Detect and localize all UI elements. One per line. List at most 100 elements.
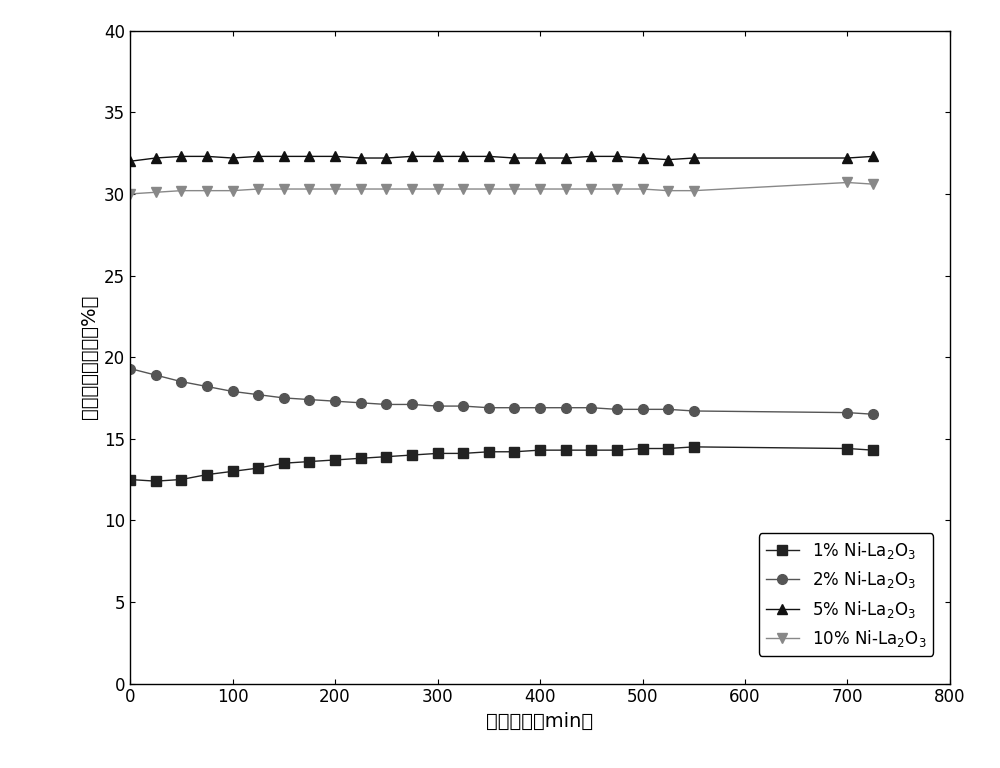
10% Ni-La$_2$O$_3$	[841, 178, 853, 187]
1% Ni-La$_2$O$_3$	[124, 475, 136, 484]
5% Ni-La$_2$O$_3$	[252, 152, 264, 161]
5% Ni-La$_2$O$_3$	[611, 152, 623, 161]
1% Ni-La$_2$O$_3$	[457, 449, 469, 458]
10% Ni-La$_2$O$_3$	[508, 184, 520, 194]
2% Ni-La$_2$O$_3$	[611, 405, 623, 414]
2% Ni-La$_2$O$_3$	[636, 405, 648, 414]
2% Ni-La$_2$O$_3$	[329, 396, 341, 406]
Legend: 1% Ni-La$_2$O$_3$, 2% Ni-La$_2$O$_3$, 5% Ni-La$_2$O$_3$, 10% Ni-La$_2$O$_3$: 1% Ni-La$_2$O$_3$, 2% Ni-La$_2$O$_3$, 5%…	[759, 533, 933, 656]
5% Ni-La$_2$O$_3$	[278, 152, 290, 161]
2% Ni-La$_2$O$_3$	[867, 409, 879, 419]
5% Ni-La$_2$O$_3$	[380, 154, 392, 163]
2% Ni-La$_2$O$_3$	[534, 403, 546, 412]
1% Ni-La$_2$O$_3$	[380, 452, 392, 462]
Line: 10% Ni-La$_2$O$_3$: 10% Ni-La$_2$O$_3$	[125, 177, 878, 199]
2% Ni-La$_2$O$_3$	[688, 406, 700, 415]
5% Ni-La$_2$O$_3$	[508, 154, 520, 163]
Y-axis label: 二氧化碳转化率（%）: 二氧化碳转化率（%）	[79, 295, 98, 419]
2% Ni-La$_2$O$_3$	[150, 370, 162, 379]
1% Ni-La$_2$O$_3$	[278, 458, 290, 468]
10% Ni-La$_2$O$_3$	[124, 189, 136, 198]
10% Ni-La$_2$O$_3$	[329, 184, 341, 194]
1% Ni-La$_2$O$_3$	[483, 447, 495, 456]
2% Ni-La$_2$O$_3$	[406, 400, 418, 409]
10% Ni-La$_2$O$_3$	[355, 184, 367, 194]
5% Ni-La$_2$O$_3$	[867, 152, 879, 161]
2% Ni-La$_2$O$_3$	[432, 402, 444, 411]
10% Ni-La$_2$O$_3$	[406, 184, 418, 194]
5% Ni-La$_2$O$_3$	[175, 152, 187, 161]
1% Ni-La$_2$O$_3$	[585, 445, 597, 455]
2% Ni-La$_2$O$_3$	[560, 403, 572, 412]
10% Ni-La$_2$O$_3$	[867, 180, 879, 189]
1% Ni-La$_2$O$_3$	[201, 470, 213, 479]
2% Ni-La$_2$O$_3$	[252, 390, 264, 399]
10% Ni-La$_2$O$_3$	[432, 184, 444, 194]
1% Ni-La$_2$O$_3$	[662, 444, 674, 453]
1% Ni-La$_2$O$_3$	[688, 442, 700, 452]
5% Ni-La$_2$O$_3$	[636, 154, 648, 163]
1% Ni-La$_2$O$_3$	[303, 457, 315, 466]
5% Ni-La$_2$O$_3$	[432, 152, 444, 161]
10% Ni-La$_2$O$_3$	[534, 184, 546, 194]
10% Ni-La$_2$O$_3$	[611, 184, 623, 194]
10% Ni-La$_2$O$_3$	[252, 184, 264, 194]
10% Ni-La$_2$O$_3$	[150, 187, 162, 197]
Line: 2% Ni-La$_2$O$_3$: 2% Ni-La$_2$O$_3$	[125, 364, 878, 419]
2% Ni-La$_2$O$_3$	[841, 408, 853, 417]
10% Ni-La$_2$O$_3$	[226, 186, 239, 195]
1% Ni-La$_2$O$_3$	[175, 475, 187, 484]
10% Ni-La$_2$O$_3$	[380, 184, 392, 194]
1% Ni-La$_2$O$_3$	[867, 445, 879, 455]
5% Ni-La$_2$O$_3$	[457, 152, 469, 161]
2% Ni-La$_2$O$_3$	[303, 395, 315, 404]
1% Ni-La$_2$O$_3$	[534, 445, 546, 455]
2% Ni-La$_2$O$_3$	[124, 364, 136, 373]
X-axis label: 反应时间（min）: 反应时间（min）	[486, 712, 594, 731]
5% Ni-La$_2$O$_3$	[226, 154, 239, 163]
5% Ni-La$_2$O$_3$	[841, 154, 853, 163]
1% Ni-La$_2$O$_3$	[226, 467, 239, 476]
5% Ni-La$_2$O$_3$	[534, 154, 546, 163]
2% Ni-La$_2$O$_3$	[483, 403, 495, 412]
2% Ni-La$_2$O$_3$	[585, 403, 597, 412]
5% Ni-La$_2$O$_3$	[406, 152, 418, 161]
1% Ni-La$_2$O$_3$	[406, 450, 418, 459]
2% Ni-La$_2$O$_3$	[355, 399, 367, 408]
10% Ni-La$_2$O$_3$	[201, 186, 213, 195]
5% Ni-La$_2$O$_3$	[585, 152, 597, 161]
Line: 1% Ni-La$_2$O$_3$: 1% Ni-La$_2$O$_3$	[125, 442, 878, 486]
10% Ni-La$_2$O$_3$	[457, 184, 469, 194]
1% Ni-La$_2$O$_3$	[432, 449, 444, 458]
2% Ni-La$_2$O$_3$	[508, 403, 520, 412]
10% Ni-La$_2$O$_3$	[278, 184, 290, 194]
2% Ni-La$_2$O$_3$	[457, 402, 469, 411]
10% Ni-La$_2$O$_3$	[175, 186, 187, 195]
5% Ni-La$_2$O$_3$	[124, 157, 136, 166]
1% Ni-La$_2$O$_3$	[560, 445, 572, 455]
1% Ni-La$_2$O$_3$	[636, 444, 648, 453]
10% Ni-La$_2$O$_3$	[303, 184, 315, 194]
2% Ni-La$_2$O$_3$	[201, 382, 213, 391]
2% Ni-La$_2$O$_3$	[278, 393, 290, 402]
5% Ni-La$_2$O$_3$	[483, 152, 495, 161]
1% Ni-La$_2$O$_3$	[611, 445, 623, 455]
1% Ni-La$_2$O$_3$	[252, 464, 264, 473]
10% Ni-La$_2$O$_3$	[560, 184, 572, 194]
5% Ni-La$_2$O$_3$	[303, 152, 315, 161]
10% Ni-La$_2$O$_3$	[636, 184, 648, 194]
1% Ni-La$_2$O$_3$	[329, 455, 341, 465]
2% Ni-La$_2$O$_3$	[380, 400, 392, 409]
10% Ni-La$_2$O$_3$	[483, 184, 495, 194]
2% Ni-La$_2$O$_3$	[226, 387, 239, 396]
5% Ni-La$_2$O$_3$	[662, 155, 674, 164]
1% Ni-La$_2$O$_3$	[841, 444, 853, 453]
10% Ni-La$_2$O$_3$	[688, 186, 700, 195]
10% Ni-La$_2$O$_3$	[662, 186, 674, 195]
1% Ni-La$_2$O$_3$	[355, 454, 367, 463]
5% Ni-La$_2$O$_3$	[201, 152, 213, 161]
10% Ni-La$_2$O$_3$	[585, 184, 597, 194]
2% Ni-La$_2$O$_3$	[662, 405, 674, 414]
5% Ni-La$_2$O$_3$	[355, 154, 367, 163]
1% Ni-La$_2$O$_3$	[508, 447, 520, 456]
